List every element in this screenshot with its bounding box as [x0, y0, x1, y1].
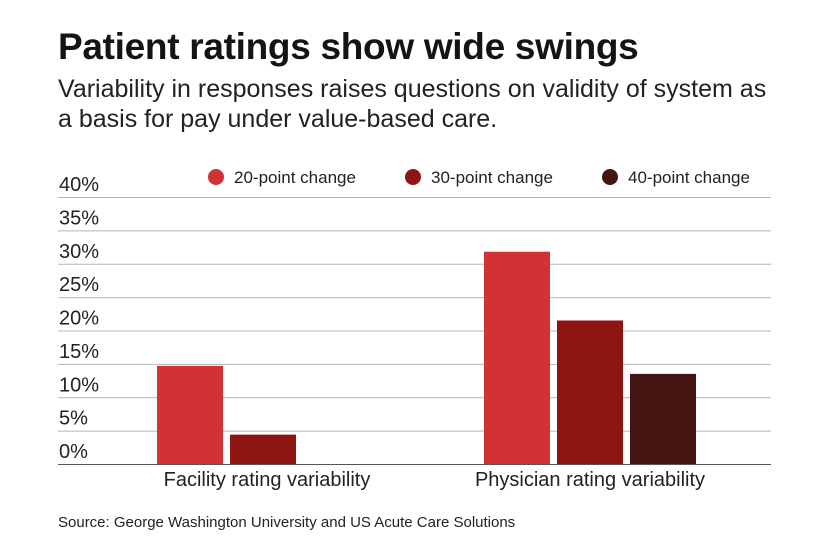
source-note: Source: George Washington University and…	[58, 514, 516, 531]
y-tick-label: 15%	[59, 341, 99, 363]
category-label: Facility rating variability	[164, 469, 371, 491]
legend-marker	[602, 169, 618, 185]
legend-label: 30-point change	[431, 168, 553, 187]
y-tick-label: 25%	[59, 274, 99, 296]
y-tick-label: 20%	[59, 308, 99, 330]
y-tick-label: 10%	[59, 374, 99, 396]
bar	[630, 373, 696, 464]
category-label: Physician rating variability	[475, 469, 705, 491]
legend-label: 40-point change	[628, 168, 750, 187]
legend-marker	[405, 169, 421, 185]
bar	[230, 434, 296, 464]
bar	[484, 251, 550, 464]
legend-marker	[208, 169, 224, 185]
chart-subtitle: Variability in responses raises question…	[58, 75, 767, 133]
bar	[557, 320, 623, 464]
y-tick-label: 0%	[59, 441, 88, 463]
y-tick-label: 5%	[59, 408, 88, 430]
y-tick-label: 30%	[59, 241, 99, 263]
chart-title: Patient ratings show wide swings	[58, 26, 639, 67]
y-tick-label: 35%	[59, 207, 99, 229]
legend-label: 20-point change	[234, 168, 356, 187]
bar	[157, 365, 223, 464]
y-tick-label: 40%	[59, 174, 99, 196]
